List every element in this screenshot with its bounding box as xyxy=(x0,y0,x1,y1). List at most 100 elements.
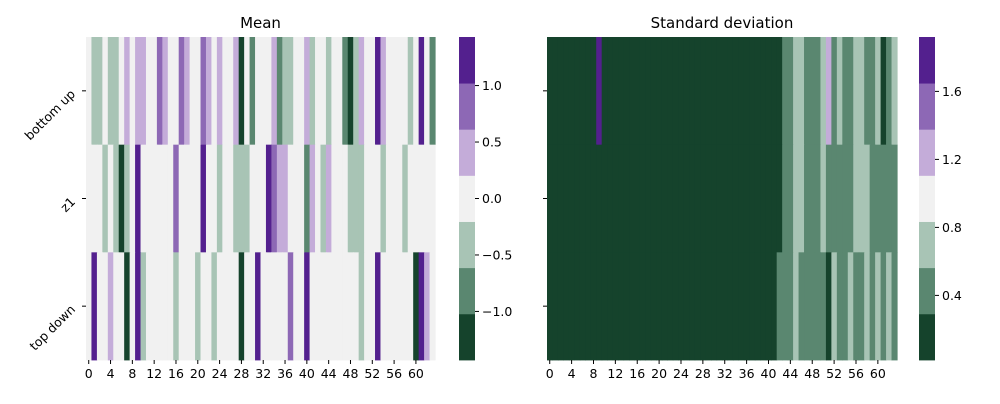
std-x-tick-label: 60 xyxy=(870,366,886,381)
std-cell xyxy=(694,252,701,361)
mean-cell xyxy=(227,144,234,253)
mean-cell xyxy=(342,144,349,253)
std-cell xyxy=(853,252,860,361)
mean-cell xyxy=(265,144,272,253)
mean-cell xyxy=(184,252,191,361)
std-cell xyxy=(639,144,647,253)
std-colorbar-tick-label: 0.4 xyxy=(942,288,962,303)
mean-title: Mean xyxy=(240,14,281,32)
mean-cell xyxy=(385,144,392,253)
std-cell xyxy=(645,144,652,253)
std-cell xyxy=(563,252,570,361)
mean-cell xyxy=(200,37,207,146)
mean-cell xyxy=(162,252,169,361)
mean-x-axis: 0 4 8 12 16 20 24 28 32 36 40 44 48 52 56 60 xyxy=(85,360,424,381)
mean-cell xyxy=(162,37,169,146)
std-cell xyxy=(645,37,652,146)
mean-cell xyxy=(336,37,343,146)
mean-cell xyxy=(429,144,436,253)
std-cell xyxy=(689,252,696,361)
mean-cell xyxy=(211,37,218,146)
std-cell xyxy=(732,37,740,146)
std-cell xyxy=(798,37,805,146)
std-cell xyxy=(639,252,647,361)
mean-cell xyxy=(325,144,332,253)
std-cell xyxy=(727,252,734,361)
mean-x-tick-label: 4 xyxy=(107,366,115,381)
mean-cell xyxy=(173,252,180,361)
mean-cell xyxy=(113,252,120,361)
mean-cell xyxy=(151,144,158,253)
mean-cell xyxy=(249,37,256,146)
std-cell xyxy=(814,252,822,361)
std-cell xyxy=(743,37,750,146)
std-cell xyxy=(760,37,767,146)
mean-cell xyxy=(140,37,147,146)
mean-cell xyxy=(331,252,338,361)
mean-cell xyxy=(195,37,202,146)
mean-cell xyxy=(211,144,218,253)
mean-cell xyxy=(135,144,142,253)
mean-cell xyxy=(124,37,131,146)
std-cell xyxy=(672,144,679,253)
std-x-tick-label: 4 xyxy=(568,366,576,381)
mean-cell xyxy=(375,252,382,361)
std-cell xyxy=(804,252,811,361)
std-cell xyxy=(787,144,794,253)
std-cell xyxy=(547,37,554,146)
mean-cell xyxy=(260,252,267,361)
std-cell xyxy=(557,252,565,361)
mean-cell xyxy=(396,144,403,253)
mean-cell xyxy=(118,37,125,146)
mean-cell xyxy=(407,252,414,361)
mean-cell xyxy=(260,144,267,253)
mean-colorbar-segment xyxy=(459,313,475,361)
mean-x-tick-label: 12 xyxy=(146,366,162,381)
std-cell xyxy=(798,144,805,253)
std-cell xyxy=(743,252,750,361)
mean-cell xyxy=(353,252,360,361)
mean-cell xyxy=(205,37,213,146)
std-cell xyxy=(634,144,641,253)
std-cell xyxy=(634,252,641,361)
std-cell xyxy=(749,252,756,361)
std-cell xyxy=(585,37,592,146)
mean-cell xyxy=(287,37,294,146)
std-cell xyxy=(809,37,816,146)
mean-cell xyxy=(353,144,360,253)
std-cell xyxy=(760,144,767,253)
mean-colorbar-segment xyxy=(459,37,475,84)
std-cell xyxy=(836,37,843,146)
std-cell xyxy=(607,144,614,253)
std-cell xyxy=(847,144,854,253)
std-cell xyxy=(678,37,685,146)
mean-cell xyxy=(320,252,327,361)
mean-cell xyxy=(342,252,349,361)
mean-cell xyxy=(271,144,278,253)
mean-x-tick-label: 32 xyxy=(255,366,271,381)
mean-x-tick-label: 56 xyxy=(386,366,402,381)
std-cell xyxy=(629,37,636,146)
mean-cell xyxy=(293,252,300,361)
std-cell xyxy=(579,252,586,361)
std-colorbar-segment xyxy=(919,221,935,269)
mean-cell xyxy=(347,37,354,146)
mean-cell xyxy=(375,37,382,146)
std-cell xyxy=(771,144,778,253)
std-cell xyxy=(738,37,745,146)
std-cell xyxy=(552,144,559,253)
std-cell xyxy=(831,252,838,361)
std-cell xyxy=(814,37,822,146)
std-cell xyxy=(694,144,701,253)
std-cell xyxy=(705,252,712,361)
std-cell xyxy=(787,37,794,146)
mean-y-tick-label: bottom up xyxy=(22,86,79,143)
std-cell xyxy=(689,144,696,253)
std-cell xyxy=(776,252,783,361)
mean-cell xyxy=(184,37,191,146)
mean-colorbar-tick-label: −0.5 xyxy=(482,247,512,262)
mean-cell xyxy=(304,144,311,253)
std-cell xyxy=(886,144,893,253)
std-x-tick-label: 44 xyxy=(782,366,798,381)
std-cell xyxy=(585,252,592,361)
